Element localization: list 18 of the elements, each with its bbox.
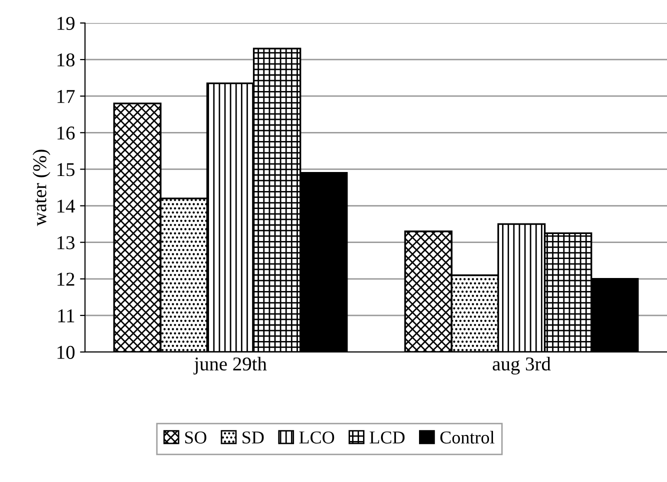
- y-tick-label: 16: [58, 126, 75, 140]
- y-axis-title: water (%): [32, 150, 50, 226]
- y-tick-label: 12: [58, 272, 74, 286]
- y-tick-label: 13: [58, 236, 75, 250]
- legend-label: SD: [242, 431, 264, 444]
- legend-label: Control: [440, 430, 494, 444]
- y-tick-label: 10: [58, 346, 75, 359]
- y-tick-label: 17: [58, 90, 75, 103]
- legend-label: LCD: [370, 431, 405, 444]
- y-tick-label: 15: [58, 163, 75, 176]
- y-tick-label: 19: [58, 16, 74, 30]
- y-tick-label: 14: [58, 200, 75, 213]
- y-tick-label: 18: [58, 53, 75, 66]
- legend-label: SO: [185, 431, 206, 444]
- x-tick-label: aug 3rd: [492, 356, 551, 375]
- x-tick-label: june 29th: [193, 356, 267, 374]
- legend-label: LCO: [299, 431, 334, 444]
- y-tick-label: 11: [58, 309, 74, 322]
